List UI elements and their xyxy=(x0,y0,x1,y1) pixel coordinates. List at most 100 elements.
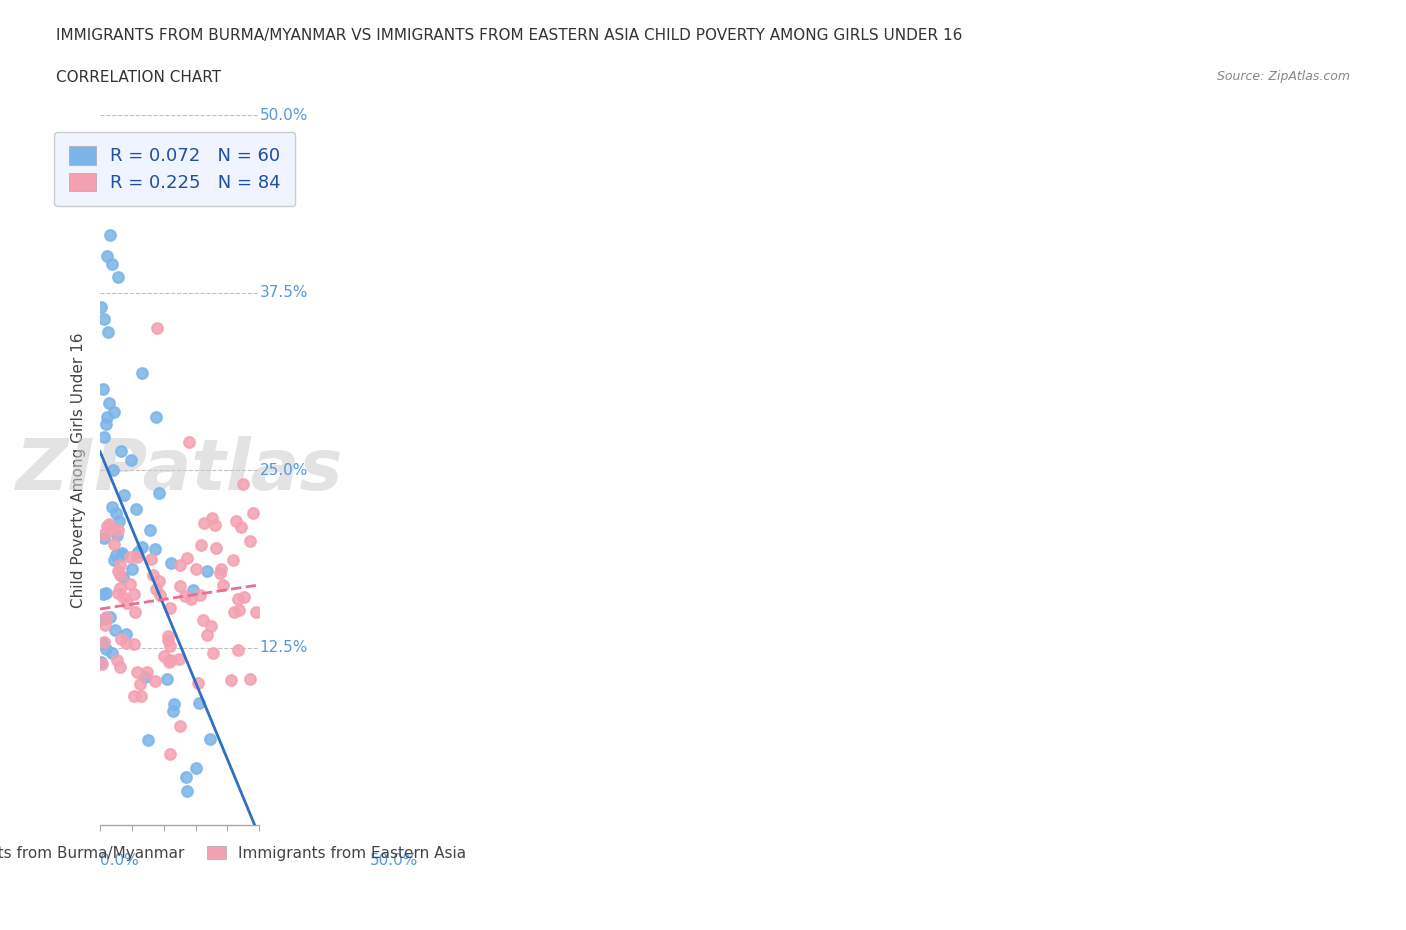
Point xyxy=(108,567,131,582)
Point xyxy=(108,581,131,596)
Y-axis label: Child Poverty Among Girls Under 16: Child Poverty Among Girls Under 16 xyxy=(72,332,86,608)
Point xyxy=(221,552,243,567)
Text: 25.0%: 25.0% xyxy=(260,463,308,478)
Point xyxy=(105,528,128,543)
Point xyxy=(98,609,121,624)
Point xyxy=(100,499,122,514)
Point xyxy=(91,587,114,602)
Point xyxy=(148,485,170,500)
Point xyxy=(141,568,163,583)
Point xyxy=(136,665,159,680)
Point xyxy=(232,477,254,492)
Point xyxy=(169,718,191,733)
Point xyxy=(184,761,207,776)
Point xyxy=(94,610,117,625)
Point xyxy=(115,635,138,650)
Point xyxy=(187,675,209,690)
Point xyxy=(125,501,148,516)
Point xyxy=(91,635,114,650)
Point xyxy=(198,731,221,746)
Point xyxy=(93,526,115,541)
Text: ZIPatlas: ZIPatlas xyxy=(15,435,343,505)
Point xyxy=(157,655,180,670)
Point xyxy=(125,665,148,680)
Point xyxy=(232,590,254,604)
Point xyxy=(94,618,117,632)
Point xyxy=(163,697,186,711)
Point xyxy=(145,409,167,424)
Point xyxy=(103,552,125,567)
Point xyxy=(112,488,135,503)
Point xyxy=(226,643,249,658)
Point xyxy=(101,463,124,478)
Text: 50.0%: 50.0% xyxy=(370,853,418,869)
Point xyxy=(110,558,132,573)
Point xyxy=(139,523,162,538)
Point xyxy=(105,652,128,667)
Point xyxy=(96,249,118,264)
Text: 37.5%: 37.5% xyxy=(260,286,308,300)
Point xyxy=(200,618,222,633)
Point xyxy=(188,588,211,603)
Point xyxy=(169,578,191,593)
Point xyxy=(209,565,232,580)
Point xyxy=(129,677,152,692)
Point xyxy=(94,417,117,432)
Point xyxy=(242,505,264,520)
Point xyxy=(159,653,181,668)
Point xyxy=(105,505,128,520)
Point xyxy=(110,444,132,458)
Point xyxy=(89,299,111,314)
Point xyxy=(122,586,145,601)
Point xyxy=(148,573,170,588)
Point xyxy=(90,655,112,670)
Point xyxy=(91,381,114,396)
Point xyxy=(93,429,115,444)
Point xyxy=(228,603,250,618)
Point xyxy=(101,523,124,538)
Point xyxy=(111,546,134,561)
Point xyxy=(98,228,121,243)
Point xyxy=(188,696,211,711)
Point xyxy=(134,670,156,684)
Point xyxy=(239,671,262,686)
Point xyxy=(195,628,218,643)
Point xyxy=(226,591,249,606)
Point xyxy=(159,601,181,616)
Point xyxy=(98,516,121,531)
Point xyxy=(145,582,167,597)
Point xyxy=(239,534,262,549)
Point xyxy=(124,604,146,619)
Point xyxy=(103,537,125,551)
Point xyxy=(120,577,142,591)
Text: 0.0%: 0.0% xyxy=(100,853,139,869)
Point xyxy=(201,645,224,660)
Point xyxy=(195,564,218,578)
Point xyxy=(111,590,134,604)
Point xyxy=(204,540,226,555)
Point xyxy=(104,623,127,638)
Text: 50.0%: 50.0% xyxy=(260,108,308,123)
Point xyxy=(107,564,129,578)
Point xyxy=(107,585,129,600)
Point xyxy=(97,395,120,410)
Point xyxy=(176,551,198,565)
Point xyxy=(160,555,183,570)
Point xyxy=(111,548,134,563)
Text: Source: ZipAtlas.com: Source: ZipAtlas.com xyxy=(1216,70,1350,83)
Text: 12.5%: 12.5% xyxy=(260,640,308,655)
Point xyxy=(191,613,214,628)
Point xyxy=(149,587,172,602)
Point xyxy=(120,550,142,565)
Point xyxy=(127,545,149,560)
Point xyxy=(153,648,176,663)
Point xyxy=(146,321,169,336)
Point xyxy=(93,312,115,326)
Point xyxy=(110,631,132,646)
Point xyxy=(108,659,131,674)
Point xyxy=(111,570,134,585)
Point xyxy=(204,517,226,532)
Point xyxy=(105,548,128,563)
Point xyxy=(107,513,129,528)
Point xyxy=(173,589,195,604)
